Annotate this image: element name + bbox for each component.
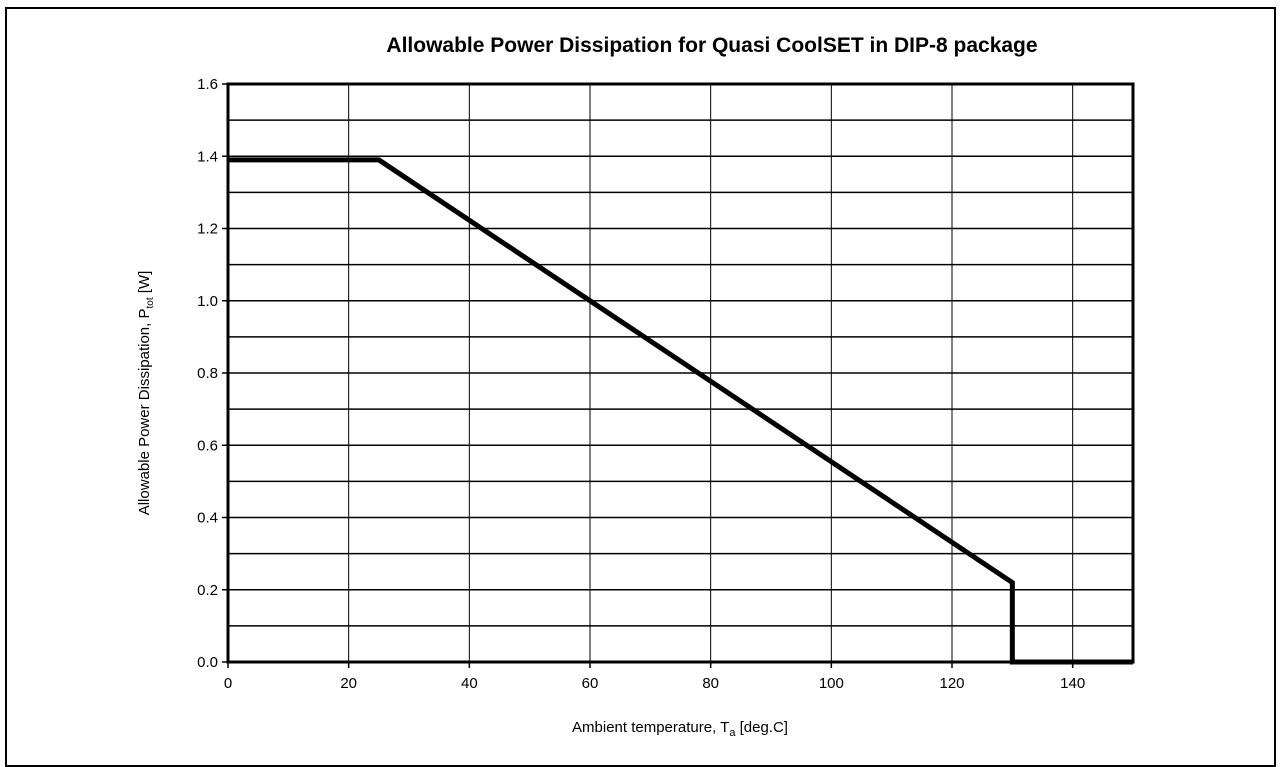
chart-title: Allowable Power Dissipation for Quasi Co… [386, 34, 1037, 57]
power-dissipation-chart: Allowable Power Dissipation for Quasi Co… [136, 34, 1135, 739]
y-tick-label: 1.0 [197, 293, 218, 310]
series-layer [228, 157, 1133, 665]
x-tick-label: 140 [1060, 675, 1085, 692]
y-axis-label-unit: [W] [136, 271, 153, 298]
y-tick-label: 0.0 [197, 654, 218, 671]
y-tick-label: 1.4 [197, 148, 218, 165]
x-axis-label: Ambient temperature, Ta [deg.C] [572, 719, 788, 739]
y-axis-label-subscript: tot [145, 297, 156, 308]
y-tick-label: 0.2 [197, 582, 218, 599]
x-tick-label: 20 [340, 675, 357, 692]
y-tick-label: 1.6 [197, 76, 218, 93]
power-derating-line [228, 157, 1133, 665]
x-axis-label-unit: [deg.C] [735, 719, 788, 736]
x-tick-label: 100 [819, 675, 844, 692]
x-tick-label: 60 [582, 675, 599, 692]
x-tick-label: 120 [939, 675, 964, 692]
x-axis-label-main: Ambient temperature, T [572, 719, 729, 736]
y-tick-label: 0.4 [197, 510, 218, 527]
axes [222, 82, 1135, 668]
x-tick-label: 0 [224, 675, 232, 692]
x-tick-label: 80 [702, 675, 719, 692]
x-tick-labels: 0 20 40 60 80 100 120 140 [224, 675, 1085, 692]
y-axis-label-main: Allowable Power Dissipation, P [136, 309, 153, 516]
y-tick-label: 0.6 [197, 437, 218, 454]
x-tick-label: 40 [461, 675, 478, 692]
y-axis-label: Allowable Power Dissipation, Ptot [W] [136, 271, 156, 516]
y-tick-label: 0.8 [197, 365, 218, 382]
x-axis-label-subscript: a [729, 727, 736, 739]
y-tick-label: 1.2 [197, 221, 218, 238]
y-tick-labels: 0.0 0.2 0.4 0.6 0.8 1.0 1.2 1.4 1.6 [197, 76, 218, 671]
